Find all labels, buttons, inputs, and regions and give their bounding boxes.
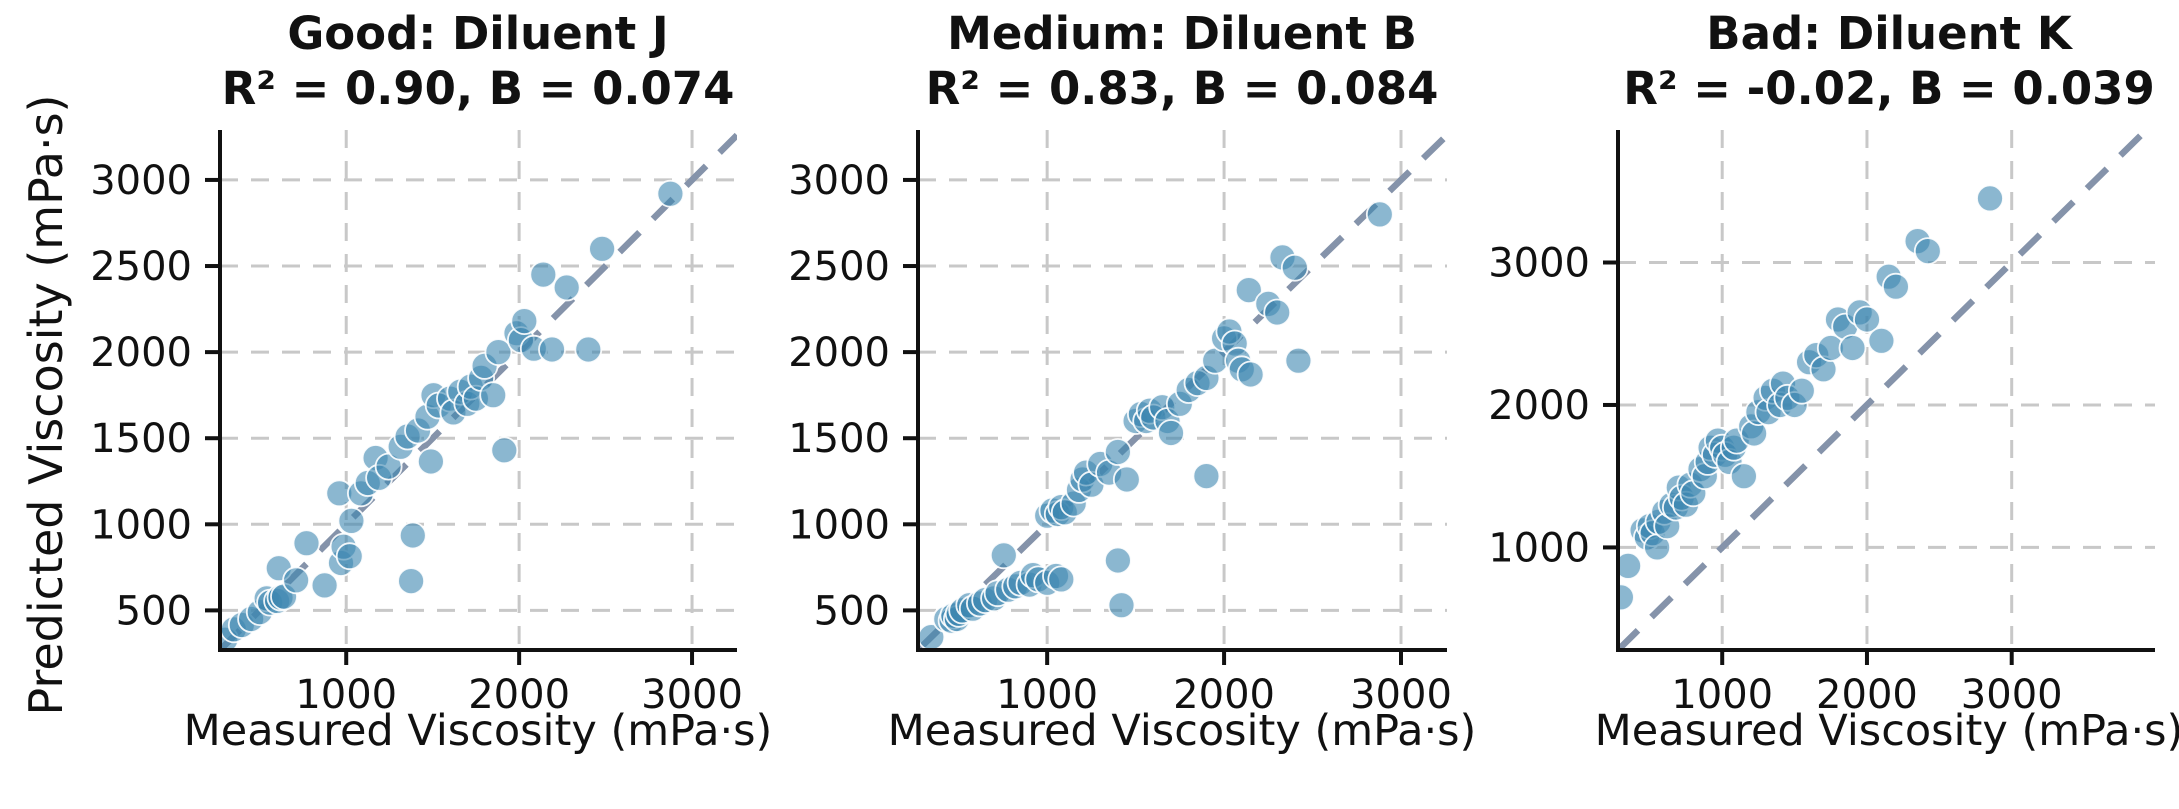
x-axis-label-medium: Measured Viscosity (mPa·s) <box>887 706 1477 756</box>
y-axis-ticks: 500 1000 1500 2000 2500 3000 <box>90 158 220 634</box>
identity-line <box>1618 130 2149 650</box>
panel-title-good-line2: R² = 0.90, B = 0.074 <box>221 62 735 115</box>
y-tick-label: 1000 <box>788 502 890 548</box>
y-axis-ticks: 500 1000 1500 2000 2500 3000 <box>788 158 918 634</box>
y-tick-label: 2500 <box>788 244 890 290</box>
x-tick-label: 2000 <box>1816 672 1918 718</box>
data-point <box>1787 376 1816 405</box>
data-point <box>484 338 513 367</box>
data-point <box>397 567 426 595</box>
x-tick-label: 1000 <box>295 672 397 718</box>
data-point <box>1618 583 1635 612</box>
data-point <box>1618 552 1642 580</box>
x-tick-label: 3000 <box>1961 672 2063 718</box>
y-tick-label: 500 <box>116 588 192 634</box>
data-point <box>989 541 1018 570</box>
x-tick-label: 1000 <box>996 672 1098 718</box>
data-point <box>1234 276 1263 305</box>
data-point <box>292 529 321 558</box>
x-tick-label: 2000 <box>1173 672 1275 718</box>
data-point <box>1263 298 1292 327</box>
data-point <box>1104 438 1132 466</box>
scatter-points <box>1618 184 2004 612</box>
data-point <box>1107 591 1136 620</box>
y-tick-label: 2000 <box>1488 383 1590 429</box>
data-point <box>1913 237 1942 266</box>
panel-title-good: Good: Diluent J R² = 0.90, B = 0.074 <box>222 6 735 116</box>
data-point <box>1838 334 1867 362</box>
y-tick-label: 2500 <box>90 244 192 290</box>
x-tick-label: 1000 <box>1671 672 1773 718</box>
data-point <box>282 566 311 595</box>
data-point <box>1157 419 1185 447</box>
scatter-points <box>220 179 685 650</box>
data-point <box>1280 253 1309 282</box>
y-tick-label: 2000 <box>90 330 192 376</box>
data-point <box>1104 546 1132 575</box>
axes-spines <box>916 130 1447 652</box>
y-tick-label: 3000 <box>788 158 890 204</box>
data-point <box>1047 565 1076 594</box>
data-point <box>479 381 508 410</box>
data-point <box>1730 462 1758 491</box>
data-point <box>588 234 616 263</box>
y-axis-ticks: 1000 2000 3000 <box>1488 240 1618 571</box>
identity-line <box>220 132 737 650</box>
identity-line <box>918 132 1447 650</box>
data-point <box>335 542 364 571</box>
x-axis-ticks: 1000 2000 3000 <box>295 650 743 718</box>
y-tick-label: 500 <box>814 588 890 634</box>
data-point <box>552 273 581 302</box>
data-point <box>1867 326 1896 355</box>
axes-spines <box>1616 130 2155 652</box>
data-point <box>529 260 558 289</box>
gridlines <box>1618 130 2155 650</box>
x-tick-label: 2000 <box>468 672 570 718</box>
data-point <box>1976 184 2004 213</box>
data-point <box>398 521 427 550</box>
panel-title-bad-line1: Bad: Diluent K <box>1706 7 2072 60</box>
panel-title-bad: Bad: Diluent K R² = -0.02, B = 0.039 <box>1623 6 2155 116</box>
data-point <box>1284 346 1313 375</box>
data-point <box>490 436 519 465</box>
y-tick-label: 1000 <box>90 502 192 548</box>
y-tick-label: 1500 <box>788 416 890 462</box>
x-axis-ticks: 1000 2000 3000 <box>996 650 1452 718</box>
data-point <box>510 307 539 336</box>
data-point <box>574 335 603 364</box>
data-point <box>1192 462 1221 491</box>
data-point <box>1236 360 1265 389</box>
y-tick-label: 3000 <box>1488 240 1590 286</box>
data-point <box>1112 465 1141 494</box>
data-point <box>1365 200 1394 229</box>
x-axis-label-good: Measured Viscosity (mPa·s) <box>183 706 773 756</box>
panel-title-medium-line1: Medium: Diluent B <box>947 7 1417 60</box>
x-tick-label: 3000 <box>641 672 743 718</box>
y-tick-label: 2000 <box>788 330 890 376</box>
data-point <box>337 507 366 535</box>
panel-title-bad-line2: R² = -0.02, B = 0.039 <box>1623 62 2155 115</box>
data-point <box>656 179 685 208</box>
y-tick-label: 3000 <box>90 158 192 204</box>
x-axis-label-bad: Measured Viscosity (mPa·s) <box>1594 706 2179 756</box>
panel-title-good-line1: Good: Diluent J <box>287 7 669 60</box>
data-point <box>1882 272 1910 301</box>
x-tick-label: 3000 <box>1350 672 1452 718</box>
scatter-points <box>918 200 1394 650</box>
panel-title-medium-line2: R² = 0.83, B = 0.084 <box>925 62 1439 115</box>
data-point <box>538 335 566 364</box>
gridlines <box>220 130 737 650</box>
panel-title-medium: Medium: Diluent B R² = 0.83, B = 0.084 <box>926 6 1439 116</box>
data-point <box>310 571 339 600</box>
x-axis-ticks: 1000 2000 3000 <box>1671 650 2063 718</box>
y-tick-label: 1500 <box>90 416 192 462</box>
data-point <box>1853 305 1881 334</box>
y-tick-label: 1000 <box>1488 525 1590 571</box>
axes-spines <box>218 130 737 652</box>
data-point <box>416 447 445 476</box>
